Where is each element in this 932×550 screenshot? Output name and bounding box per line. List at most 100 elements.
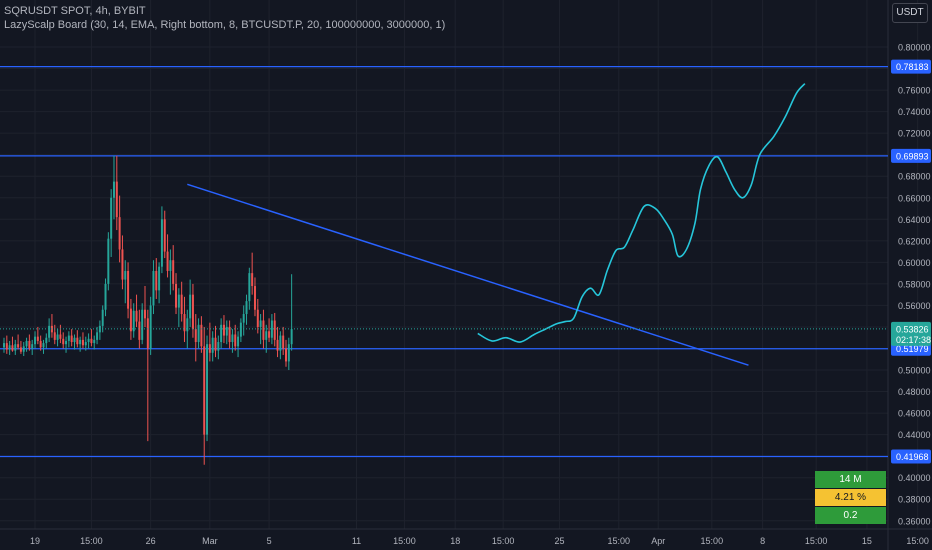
- candle-body: [217, 342, 220, 351]
- projection-group[interactable]: [477, 83, 806, 343]
- candle-body: [3, 343, 5, 348]
- candle-body: [273, 320, 276, 340]
- level-price-tag: [891, 148, 931, 163]
- candle-body: [110, 197, 113, 239]
- level-price-label: 0.51979: [896, 344, 929, 354]
- candle-body: [206, 344, 209, 435]
- time-tick-label: 15:00: [701, 536, 724, 546]
- candle-body: [228, 326, 231, 343]
- candle-body: [118, 217, 121, 250]
- price-tick-label: 0.64000: [898, 215, 931, 225]
- candle-body: [14, 344, 17, 351]
- bar-countdown-label: 02:17:38: [896, 335, 931, 345]
- candle-body: [115, 181, 118, 218]
- candle-body: [96, 332, 99, 340]
- candle-body: [138, 321, 141, 340]
- time-tick-label: 15: [862, 536, 872, 546]
- candle-body: [194, 329, 197, 343]
- candle-body: [104, 283, 107, 310]
- candle-body: [282, 335, 285, 349]
- candle-body: [155, 270, 158, 291]
- price-tick-label: 0.56000: [898, 301, 931, 311]
- trendline-group[interactable]: [187, 183, 749, 366]
- candle-body: [242, 314, 245, 323]
- candle-body: [166, 251, 169, 271]
- candle-body: [48, 325, 51, 338]
- candle-body: [248, 273, 251, 302]
- price-tick-label: 0.58000: [898, 279, 931, 289]
- price-tick-label: 0.80000: [898, 43, 931, 53]
- candle-body: [222, 324, 225, 336]
- candle-body: [225, 326, 228, 336]
- horizontal-levels[interactable]: [0, 65, 888, 458]
- candle-body: [107, 238, 110, 284]
- indicator-title[interactable]: LazyScalp Board (30, 14, EMA, Right bott…: [4, 19, 446, 31]
- candle-body: [127, 270, 130, 309]
- candle-body: [158, 266, 161, 291]
- candle-body: [5, 343, 8, 350]
- price-tick-label: 0.60000: [898, 258, 931, 268]
- time-tick-label: Apr: [651, 536, 665, 546]
- projection-path[interactable]: [477, 83, 806, 343]
- candle-body: [180, 294, 183, 315]
- candle-body: [90, 338, 93, 344]
- price-tick-label: 0.44000: [898, 430, 931, 440]
- candle-body: [56, 334, 59, 340]
- candle-body: [239, 322, 242, 337]
- time-tick-label: 15:00: [805, 536, 828, 546]
- candle-body: [124, 270, 127, 280]
- price-axis[interactable]: 0.800000.780000.760000.740000.720000.700…: [891, 43, 931, 527]
- candle-body: [237, 336, 240, 347]
- candle-body: [36, 336, 39, 341]
- symbol-title[interactable]: SQRUSDT SPOT, 4h, BYBIT: [4, 5, 146, 17]
- candle-body: [129, 308, 132, 332]
- time-tick-label: 11: [352, 536, 361, 546]
- candle-body: [186, 318, 189, 332]
- candle-body: [132, 310, 135, 332]
- candle-body: [256, 309, 259, 327]
- price-tick-label: 0.66000: [898, 193, 931, 203]
- price-tick-label: 0.76000: [898, 86, 931, 96]
- candle-body: [175, 283, 178, 308]
- candle-body: [234, 334, 237, 347]
- time-tick-label: Mar: [202, 536, 218, 546]
- candle-body: [290, 329, 293, 345]
- level-price-label: 0.78183: [896, 62, 929, 72]
- candle-body: [11, 345, 14, 351]
- candle-body: [251, 273, 254, 287]
- candle-body: [93, 339, 96, 344]
- candle-body: [146, 318, 149, 349]
- time-axis[interactable]: 19 15:00 26 Mar 5 11 15:00 18 15:00 25 15:00 Apr 15:…: [30, 536, 929, 546]
- candle-body: [149, 305, 152, 349]
- price-tick-label: 0.68000: [898, 172, 931, 182]
- price-tick-label: 0.46000: [898, 409, 931, 419]
- time-tick-label: 25: [555, 536, 565, 546]
- time-tick-label: 19: [30, 536, 40, 546]
- candle-body: [144, 309, 146, 319]
- candle-body: [65, 340, 68, 345]
- level-price-label: 0.69893: [896, 151, 929, 161]
- candle-body: [79, 339, 82, 345]
- time-tick-label: 15:00: [906, 536, 929, 546]
- candle-body: [270, 320, 273, 338]
- candle-body: [59, 334, 62, 339]
- currency-button[interactable]: USDT: [892, 3, 928, 23]
- candle-body: [25, 340, 28, 347]
- descending-trendline[interactable]: [187, 183, 749, 366]
- time-tick-label: 15:00: [492, 536, 515, 546]
- candle-body: [208, 344, 211, 353]
- price-tick-label: 0.36000: [898, 516, 931, 526]
- time-tick-label: 15:00: [80, 536, 103, 546]
- level-price-tag: [891, 59, 931, 74]
- board-volume-cell: 14 M: [815, 471, 886, 488]
- candle-body: [265, 331, 268, 340]
- time-tick-label: 15:00: [393, 536, 416, 546]
- candle-body: [62, 338, 65, 345]
- price-tick-label: 0.40000: [898, 473, 931, 483]
- candle-body: [42, 343, 45, 348]
- candle-body: [152, 270, 155, 306]
- candle-body: [28, 340, 31, 349]
- candle-body: [172, 260, 175, 284]
- candle-body: [268, 331, 271, 338]
